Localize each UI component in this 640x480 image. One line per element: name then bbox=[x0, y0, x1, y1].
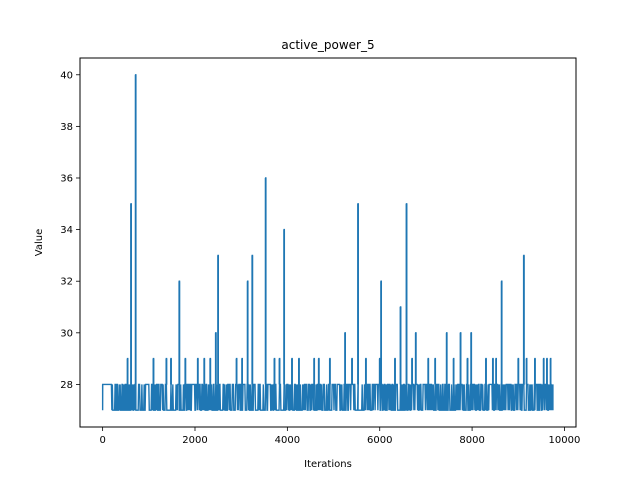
plot-frame bbox=[79, 57, 577, 428]
y-tick-label: 28 bbox=[60, 380, 73, 391]
x-tick-label: 10000 bbox=[549, 435, 581, 446]
x-axis-label: Iterations bbox=[304, 459, 352, 470]
y-tick-label: 34 bbox=[60, 225, 73, 236]
plot-area bbox=[79, 57, 577, 428]
y-tick-label: 32 bbox=[60, 277, 73, 288]
y-tick-label: 30 bbox=[60, 328, 73, 339]
chart-title: active_power_5 bbox=[281, 38, 374, 52]
x-tick-label: 0 bbox=[99, 435, 105, 446]
series-line bbox=[101, 74, 554, 411]
y-tick-label: 36 bbox=[60, 173, 73, 184]
x-tick-label: 4000 bbox=[275, 435, 300, 446]
x-tick-label: 8000 bbox=[459, 435, 484, 446]
series-layer bbox=[101, 74, 554, 411]
y-tick-label: 38 bbox=[60, 122, 73, 133]
y-axis-label: Value bbox=[34, 229, 45, 256]
y-tick-label: 40 bbox=[60, 70, 73, 81]
y-axis: 28 30 32 34 36 38 40 bbox=[60, 70, 80, 391]
x-tick-label: 2000 bbox=[182, 435, 207, 446]
x-axis: 0 2000 4000 6000 8000 10000 bbox=[99, 427, 580, 446]
x-tick-label: 6000 bbox=[367, 435, 392, 446]
